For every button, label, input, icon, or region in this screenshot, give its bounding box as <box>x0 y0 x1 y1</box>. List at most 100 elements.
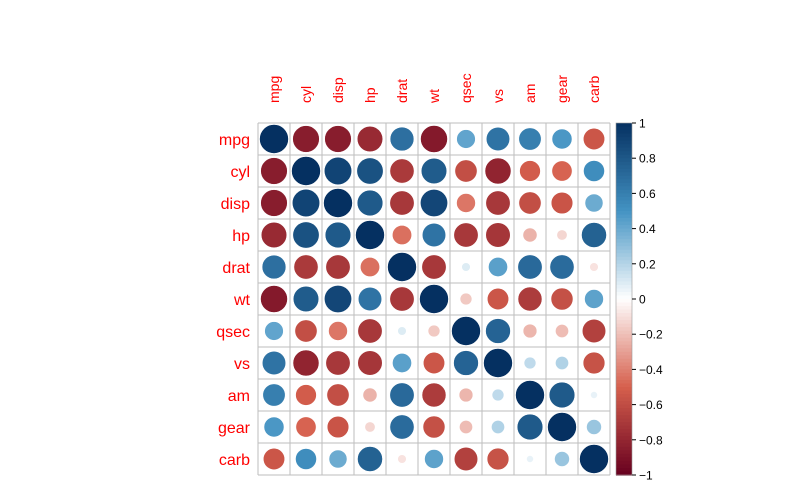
circle-disp-disp <box>323 188 353 218</box>
colorbar-segment <box>616 432 632 437</box>
circle-carb-drat <box>397 454 407 464</box>
colorbar-segment <box>616 246 632 251</box>
circle-cyl-qsec <box>454 159 478 183</box>
circle-disp-hp <box>356 189 384 217</box>
colorbar-segment <box>616 144 632 149</box>
circle-drat-wt <box>421 254 447 280</box>
colorbar-segment <box>616 330 632 335</box>
circle-cyl-disp <box>323 156 353 186</box>
colorbar-segment <box>616 309 632 314</box>
row-label-gear: gear <box>218 420 251 437</box>
circle-qsec-hp <box>357 318 383 344</box>
circle-mpg-gear <box>551 128 573 150</box>
circle-qsec-mpg <box>264 321 284 341</box>
colorbar-segment <box>616 154 632 159</box>
colorbar-segment <box>616 443 632 448</box>
circle-mpg-wt <box>420 125 448 153</box>
col-label-cyl: cyl <box>298 86 314 103</box>
circle-carb-qsec <box>453 446 479 472</box>
circle-hp-am <box>522 227 538 243</box>
circle-cyl-mpg <box>260 157 288 185</box>
colorbar-segment <box>616 263 632 268</box>
circle-vs-am <box>523 356 537 370</box>
colorbar-segment <box>616 291 632 297</box>
circle-vs-drat <box>392 353 412 373</box>
circle-wt-hp <box>357 286 383 312</box>
colorbar-segment <box>616 295 632 300</box>
colorbar-segment <box>616 348 632 353</box>
colorbar-segment <box>616 390 632 395</box>
colorbar-tick-label: −0.2 <box>639 328 663 342</box>
colorbar-segment <box>616 394 632 399</box>
row-label-qsec: qsec <box>216 324 250 341</box>
colorbar-segment <box>616 274 632 279</box>
colorbar-segment <box>616 182 632 187</box>
colorbar-segment <box>616 306 632 311</box>
colorbar-segment <box>616 225 632 230</box>
circle-carb-wt <box>424 449 444 469</box>
circle-layer <box>259 124 609 474</box>
colorbar-tick-label: 0.2 <box>639 257 656 271</box>
circle-cyl-vs <box>484 157 512 185</box>
circle-drat-mpg <box>261 254 287 280</box>
circle-hp-mpg <box>260 221 288 249</box>
col-label-mpg: mpg <box>266 76 282 103</box>
circle-gear-wt <box>422 415 446 439</box>
colorbar-segment <box>616 256 632 261</box>
circle-wt-vs <box>486 287 510 311</box>
circle-wt-mpg <box>260 285 288 313</box>
colorbar-segment <box>616 193 632 198</box>
circle-vs-hp <box>357 350 383 376</box>
colorbar-segment <box>616 397 632 402</box>
colorbar-segment <box>616 232 632 237</box>
colorbar-segment <box>616 249 632 254</box>
colorbar-tick-label: −0.8 <box>639 433 663 447</box>
circle-hp-qsec <box>453 222 479 248</box>
circle-hp-wt <box>421 222 447 248</box>
row-label-mpg: mpg <box>219 132 250 149</box>
colorbar-segment <box>616 126 632 131</box>
circle-vs-gear <box>555 356 569 370</box>
colorbar-segment <box>616 334 632 339</box>
colorbar-segment <box>616 429 632 434</box>
colorbar-tick-label: −0.4 <box>639 363 663 377</box>
col-label-carb: carb <box>586 76 602 103</box>
colorbar-segment <box>616 471 632 476</box>
circle-carb-am <box>526 455 534 463</box>
circle-wt-drat <box>389 286 415 312</box>
circle-mpg-qsec <box>456 129 476 149</box>
colorbar-segment <box>616 267 632 272</box>
colorbar-segment <box>616 235 632 240</box>
colorbar-segment <box>616 133 632 138</box>
colorbar-segment <box>616 179 632 184</box>
circle-am-cyl <box>295 384 317 406</box>
circle-qsec-cyl <box>294 319 318 343</box>
colorbar-segment <box>616 214 632 219</box>
colorbar-segment <box>616 327 632 332</box>
circle-vs-disp <box>325 350 351 376</box>
circle-wt-cyl <box>292 285 320 313</box>
circle-am-vs <box>491 388 505 402</box>
colorbar-tick-label: −1 <box>639 469 653 483</box>
colorbar-segment <box>616 175 632 180</box>
colorbar-segment <box>616 158 632 163</box>
circle-gear-cyl <box>295 416 317 438</box>
circle-vs-mpg <box>261 350 287 376</box>
colorbar-tick-label: 0.6 <box>639 187 656 201</box>
circle-wt-gear <box>550 287 574 311</box>
colorbar-segment <box>616 404 632 409</box>
colorbar: 1 0.8 0.6 0.4 0.2 0 −0.2 −0.4 −0.6 −0.8 −1 <box>615 117 663 483</box>
colorbar-segment <box>616 372 632 378</box>
circle-disp-am <box>518 191 542 215</box>
circle-hp-vs <box>485 222 511 248</box>
colorbar-segment <box>616 260 632 265</box>
colorbar-segment <box>616 436 632 441</box>
circle-disp-cyl <box>291 188 321 218</box>
circle-carb-mpg <box>262 447 286 471</box>
circle-vs-qsec <box>453 350 479 376</box>
colorbar-segment <box>616 137 632 142</box>
circle-wt-carb <box>584 289 604 309</box>
circle-hp-disp <box>324 221 352 249</box>
col-label-hp: hp <box>362 87 378 103</box>
